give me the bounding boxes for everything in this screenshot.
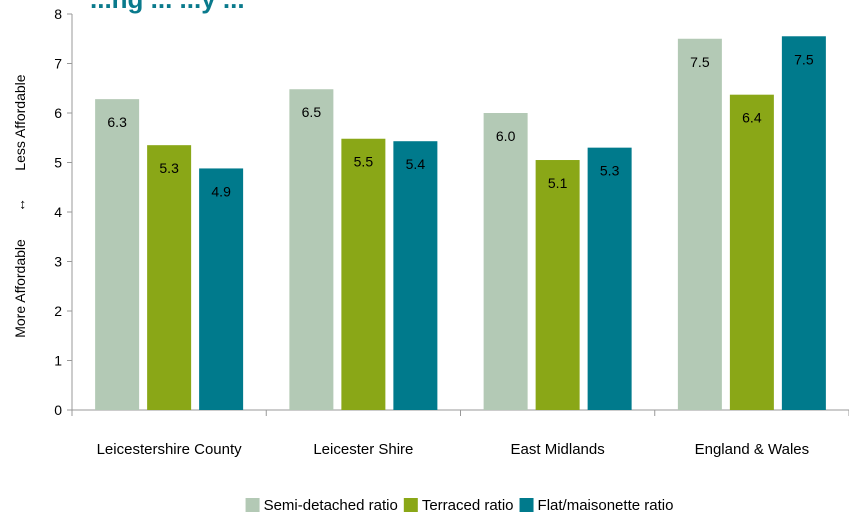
bar — [535, 160, 580, 410]
legend-swatch — [245, 498, 260, 512]
category-label: Leicester Shire — [313, 441, 413, 458]
data-label: 7.5 — [690, 54, 710, 70]
data-label: 6.0 — [496, 128, 516, 144]
category-label: Leicestershire County — [97, 441, 243, 458]
bar — [781, 36, 826, 411]
bars: 6.3 5.3 4.9 6.5 5.5 5.4 6.0 5.1 5.3 7.5 6.4 7.5 — [95, 36, 826, 411]
legend-label: Terraced ratio — [422, 497, 514, 514]
bar — [147, 145, 192, 411]
y-tick-label: 5 — [54, 155, 62, 171]
chart-title: ...ng ... ...y ... — [90, 0, 245, 14]
bar — [341, 138, 386, 411]
category-labels: Leicestershire County Leicester Shire East… — [97, 441, 810, 458]
data-label: 4.9 — [211, 183, 231, 199]
data-label: 5.1 — [548, 175, 568, 191]
data-label: 6.4 — [742, 110, 762, 126]
data-label: 5.3 — [600, 163, 620, 179]
x-axis-ticks — [71, 410, 849, 416]
bar — [587, 147, 632, 410]
legend-swatch — [519, 498, 534, 512]
data-label: 5.3 — [159, 160, 179, 176]
data-label: 5.4 — [406, 156, 426, 172]
data-label: 7.5 — [794, 51, 814, 67]
y-tick-label: 2 — [54, 303, 62, 319]
y-axis: 0 1 2 3 4 5 6 7 8 — [54, 6, 72, 418]
y-tick-label: 8 — [54, 6, 62, 22]
bar — [95, 99, 140, 410]
y-tick-label: 4 — [54, 204, 62, 220]
category-label: East Midlands — [511, 441, 605, 458]
bar — [393, 141, 438, 410]
legend-label: Flat/maisonette ratio — [538, 497, 674, 514]
y-axis-label-right: Less Affordable — [12, 74, 28, 170]
y-tick-label: 3 — [54, 254, 62, 270]
svg-text:More Affordable ↔: More Affordable ↔ Less Affordable — [12, 55, 28, 365]
y-axis-label-left: More Affordable — [12, 239, 28, 338]
bar — [729, 94, 774, 410]
y-tick-label: 6 — [54, 105, 62, 121]
y-tick-label: 0 — [54, 402, 62, 418]
data-label: 6.3 — [107, 114, 127, 130]
category-label: England & Wales — [695, 441, 810, 458]
data-label: 5.5 — [354, 154, 374, 170]
legend-label: Semi-detached ratio — [264, 497, 398, 514]
bar — [199, 168, 244, 410]
y-axis-arrow: ↔ — [12, 198, 28, 212]
y-tick-label: 7 — [54, 56, 62, 72]
bar — [289, 89, 334, 411]
legend: Semi-detached ratio Terraced ratio Flat/ma… — [245, 497, 674, 514]
y-tick-label: 1 — [54, 353, 62, 369]
data-label: 6.5 — [302, 104, 322, 120]
bar — [677, 38, 722, 410]
legend-swatch — [403, 498, 418, 512]
y-axis-title: More Affordable ↔ Less Affordable — [12, 55, 28, 365]
bar — [483, 113, 528, 410]
